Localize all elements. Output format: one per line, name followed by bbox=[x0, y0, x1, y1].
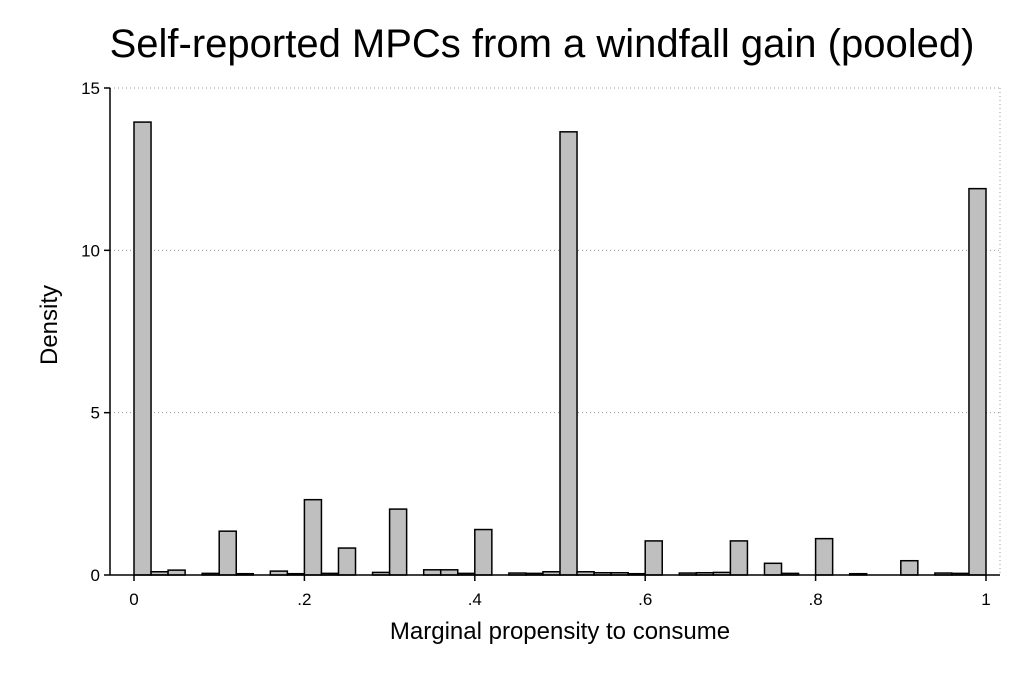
bars bbox=[133, 121, 987, 576]
axes bbox=[109, 88, 1000, 576]
x-tick-label: .2 bbox=[297, 590, 311, 609]
histogram-bar-16 bbox=[474, 528, 493, 576]
histogram-bar-14 bbox=[439, 569, 459, 576]
histogram-bar-4 bbox=[218, 530, 237, 576]
histogram-bar-37 bbox=[968, 187, 987, 576]
y-tick-label: 15 bbox=[81, 79, 100, 98]
x-tick-label: 1 bbox=[981, 590, 990, 609]
histogram-bar-12 bbox=[388, 508, 408, 576]
y-ticks: 0 5 10 15 bbox=[81, 79, 110, 585]
x-axis-label: Marginal propensity to consume bbox=[389, 618, 731, 645]
y-tick-label: 5 bbox=[91, 404, 100, 423]
histogram-bar-0 bbox=[133, 121, 152, 576]
x-tick-label: 0 bbox=[129, 590, 138, 609]
histogram-bar-29 bbox=[729, 540, 749, 576]
x-tick-label: .8 bbox=[809, 590, 823, 609]
histogram-bar-13 bbox=[422, 569, 442, 576]
x-tick-label: .6 bbox=[638, 590, 652, 609]
x-ticks: 0 .2 .4 .6 .8 1 bbox=[129, 575, 991, 609]
y-axis-label: Density bbox=[36, 284, 63, 366]
gridlines bbox=[110, 87, 1001, 575]
histogram-bar-10 bbox=[337, 547, 357, 576]
chart-title: Self-reported MPCs from a windfall gain … bbox=[109, 22, 975, 66]
histogram-bar-32 bbox=[814, 537, 834, 576]
histogram-bar-25 bbox=[644, 540, 663, 576]
histogram-bar-20 bbox=[559, 131, 578, 576]
x-tick-label: .4 bbox=[468, 590, 482, 609]
y-tick-label: 0 bbox=[91, 566, 100, 585]
histogram-bar-34 bbox=[900, 559, 919, 576]
histogram-bar-30 bbox=[763, 562, 783, 576]
y-tick-label: 10 bbox=[81, 241, 100, 260]
histogram-bar-8 bbox=[303, 498, 323, 576]
